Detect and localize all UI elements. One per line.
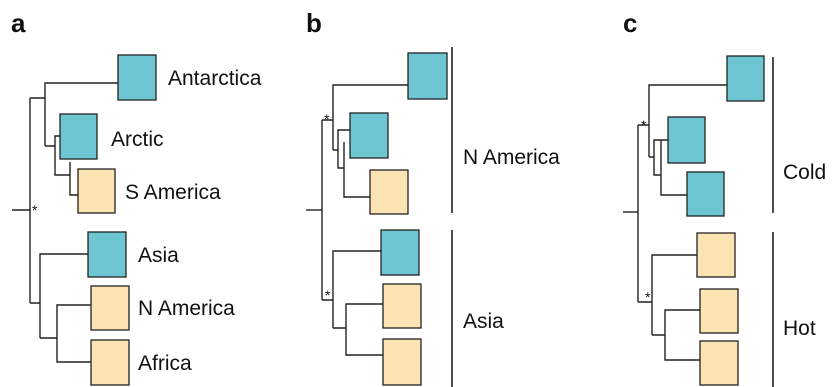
panel-a-leaf-namerica-box [90, 285, 130, 331]
panel-b-tree [306, 84, 408, 356]
panel-a-leaf-asia-box [87, 231, 127, 278]
panel-c-leaf-box [699, 288, 739, 334]
panel-a-leaf-label: N America [138, 297, 235, 320]
panel-b-leaf-box [382, 338, 422, 386]
panel-b-star: * [325, 287, 331, 303]
panel-b-branch [322, 84, 408, 150]
panel-a-star: * [32, 202, 38, 218]
panel-b: b * * N America Asia [306, 8, 560, 387]
panel-c-leaf-box [667, 116, 706, 164]
panel-c-tree [623, 84, 727, 361]
panel-b-branch [333, 303, 383, 356]
panel-a: a * Antarctica Arctic S America Asia N A… [11, 8, 262, 386]
panel-b-leaf-box [349, 112, 389, 159]
panel-c-branch [638, 84, 727, 157]
panel-a-leaf-arctic-box [59, 113, 98, 160]
panel-b-leaf-box [382, 283, 422, 329]
panel-c-label: c [623, 8, 637, 38]
panel-b-leaf-box [380, 229, 420, 276]
panel-c-branch [638, 254, 697, 335]
panel-a-branch [30, 82, 118, 146]
panel-b-leaf-box [369, 169, 409, 215]
panel-b-group-label: Asia [463, 310, 504, 333]
panel-c-leaf-box [699, 340, 739, 386]
panel-b-branch [333, 129, 370, 198]
panel-c-star: * [641, 117, 647, 133]
panel-c-group-label: Cold [783, 161, 826, 184]
panel-a-branch [45, 135, 78, 196]
panel-c-branch [652, 309, 700, 361]
panel-c: c * * Cold Hot [623, 8, 826, 387]
panel-b-branch [322, 250, 381, 328]
panel-c-branch [649, 139, 687, 196]
panel-a-leaf-africa-box [90, 339, 130, 386]
panel-c-leaf-box [696, 232, 736, 278]
panel-c-leaf-box [686, 171, 725, 217]
panel-c-group-label: Hot [783, 317, 816, 340]
panel-a-leaf-antarctica-box [117, 54, 157, 101]
panel-a-branch [30, 253, 88, 338]
panel-b-star: * [324, 111, 330, 127]
panel-a-leaf-label: S America [125, 181, 221, 204]
panel-a-tree [12, 82, 118, 363]
panel-a-leaf-label: Asia [138, 244, 179, 267]
panel-c-leaf-box [726, 55, 765, 102]
panel-b-label: b [306, 8, 322, 38]
panel-a-leaf-label: Africa [138, 352, 192, 375]
panel-a-leaf-label: Arctic [111, 128, 164, 151]
panel-b-group-label: N America [463, 146, 560, 169]
panel-a-label: a [11, 8, 26, 38]
panel-c-star: * [645, 289, 651, 305]
panel-a-leaf-label: Antarctica [168, 67, 262, 90]
panel-a-branch [40, 304, 91, 363]
panel-b-leaf-box [407, 52, 448, 100]
panel-a-leaf-samerica-box [77, 168, 116, 214]
